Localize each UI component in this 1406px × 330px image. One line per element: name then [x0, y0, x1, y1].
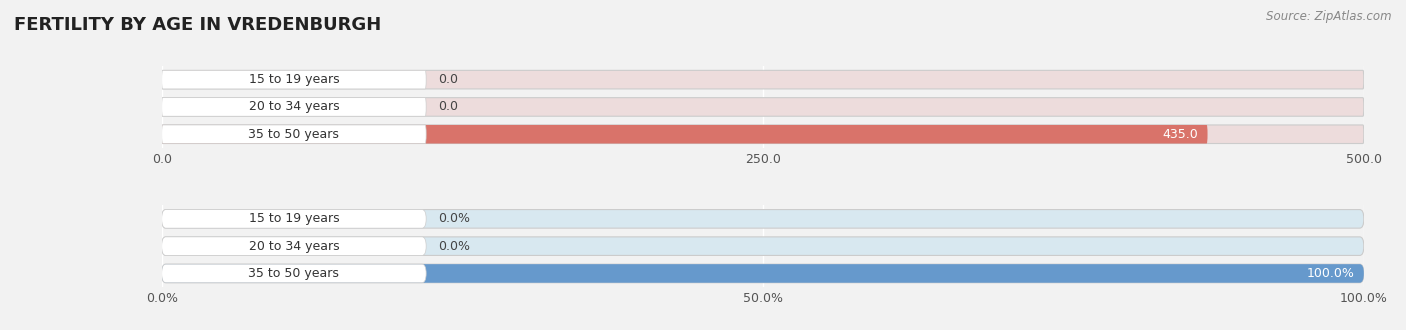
- Text: 35 to 50 years: 35 to 50 years: [249, 267, 339, 280]
- Text: 0.0: 0.0: [439, 100, 458, 114]
- FancyBboxPatch shape: [162, 210, 1364, 228]
- FancyBboxPatch shape: [162, 237, 426, 255]
- FancyBboxPatch shape: [162, 98, 1364, 116]
- Text: 35 to 50 years: 35 to 50 years: [249, 128, 339, 141]
- Text: 0.0%: 0.0%: [439, 213, 470, 225]
- FancyBboxPatch shape: [162, 264, 1364, 283]
- FancyBboxPatch shape: [162, 125, 1364, 144]
- Text: FERTILITY BY AGE IN VREDENBURGH: FERTILITY BY AGE IN VREDENBURGH: [14, 16, 381, 35]
- FancyBboxPatch shape: [162, 70, 426, 89]
- Text: 20 to 34 years: 20 to 34 years: [249, 240, 339, 253]
- Text: 435.0: 435.0: [1163, 128, 1198, 141]
- FancyBboxPatch shape: [162, 125, 1208, 144]
- FancyBboxPatch shape: [162, 125, 426, 144]
- FancyBboxPatch shape: [162, 98, 426, 116]
- FancyBboxPatch shape: [162, 237, 1364, 255]
- Text: 15 to 19 years: 15 to 19 years: [249, 73, 339, 86]
- FancyBboxPatch shape: [162, 70, 1364, 89]
- FancyBboxPatch shape: [162, 210, 426, 228]
- Text: Source: ZipAtlas.com: Source: ZipAtlas.com: [1267, 10, 1392, 23]
- Text: 0.0: 0.0: [439, 73, 458, 86]
- FancyBboxPatch shape: [162, 264, 426, 283]
- FancyBboxPatch shape: [162, 264, 1364, 283]
- Text: 20 to 34 years: 20 to 34 years: [249, 100, 339, 114]
- Text: 100.0%: 100.0%: [1306, 267, 1354, 280]
- Text: 15 to 19 years: 15 to 19 years: [249, 213, 339, 225]
- Text: 0.0%: 0.0%: [439, 240, 470, 253]
